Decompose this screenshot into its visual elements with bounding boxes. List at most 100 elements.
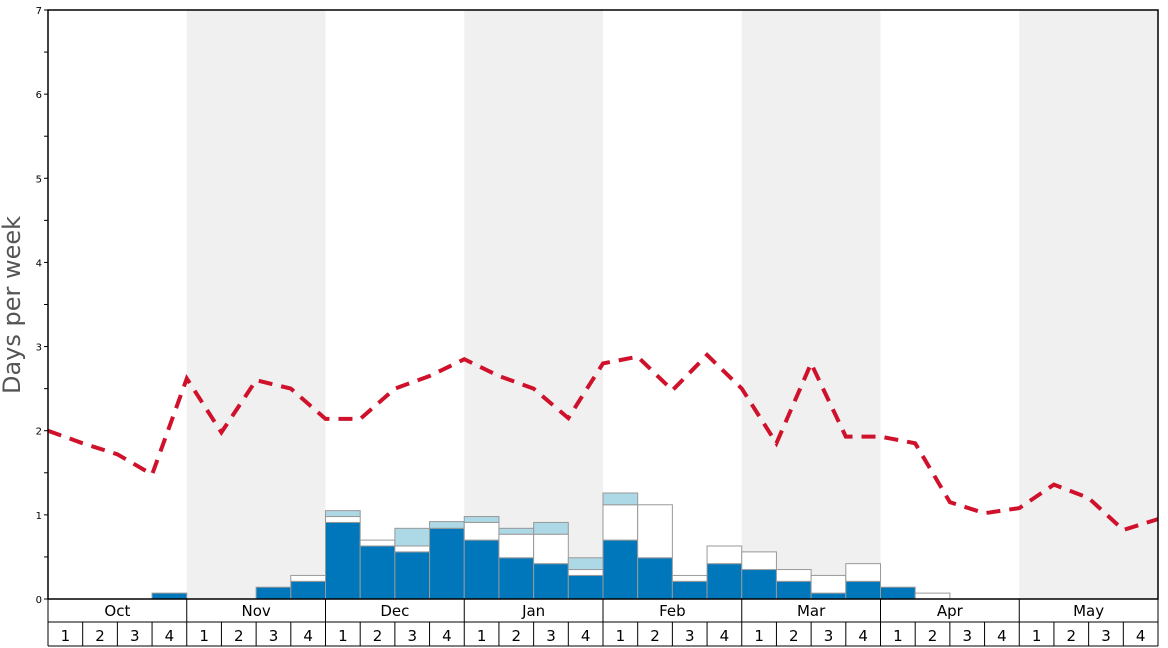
bar-white — [567, 569, 604, 576]
bar-white — [359, 539, 396, 547]
month-label-feb: Feb — [659, 602, 686, 620]
month-label-mar: Mar — [797, 602, 826, 620]
week-label: 3 — [546, 627, 556, 645]
y-tick-label: 3 — [36, 343, 42, 354]
y-tick-label: 0 — [36, 595, 42, 606]
month-shading — [186, 10, 1158, 599]
y-tick-label: 7 — [36, 6, 42, 17]
y-tick-label: 5 — [36, 174, 42, 185]
week-label: 1 — [616, 627, 626, 645]
week-label: 3 — [1101, 627, 1111, 645]
week-label: 4 — [442, 627, 452, 645]
week-label: 2 — [512, 627, 522, 645]
week-label: 4 — [165, 627, 175, 645]
y-tick-label: 6 — [36, 90, 42, 101]
bar-light — [463, 516, 500, 523]
bar-dark — [394, 551, 431, 600]
bar-light — [602, 492, 639, 506]
week-label: 1 — [1032, 627, 1042, 645]
bar-dark — [637, 557, 673, 600]
week-label: 2 — [234, 627, 244, 645]
week-label: 1 — [754, 627, 764, 645]
bar-light — [498, 527, 535, 535]
bars — [151, 492, 951, 600]
week-label: 4 — [858, 627, 868, 645]
bar-white — [602, 504, 639, 541]
month-shade-may — [1019, 10, 1158, 599]
bar-white — [498, 533, 535, 559]
bar-dark — [325, 521, 361, 600]
bar-white — [775, 569, 812, 582]
bar-white — [741, 551, 777, 571]
x-axis: Oct Nov Dec Jan Feb Mar Apr May 1 2 3 4 1 2 3 4 1 2 3 4 1 2 3 4… — [47, 598, 1159, 647]
y-tick-label: 2 — [36, 427, 42, 438]
month-label-apr: Apr — [937, 602, 964, 620]
bar-dark — [151, 592, 188, 600]
bar-white — [463, 521, 500, 541]
week-label: 4 — [303, 627, 313, 645]
week-label: 3 — [962, 627, 972, 645]
month-label-nov: Nov — [241, 602, 270, 620]
bar-dark — [533, 563, 569, 600]
y-tick-label: 1 — [36, 511, 42, 522]
bar-white — [671, 574, 708, 582]
month-label-may: May — [1073, 602, 1104, 620]
bar-light — [429, 521, 465, 529]
bar-dark — [290, 580, 326, 600]
month-label-jan: Jan — [521, 602, 545, 620]
bar-dark — [255, 586, 292, 600]
week-label: 4 — [1136, 627, 1146, 645]
bar-dark — [775, 580, 812, 600]
month-shade-jan — [464, 10, 603, 599]
bar-dark — [845, 580, 881, 600]
week-label: 2 — [1067, 627, 1077, 645]
week-label: 3 — [824, 627, 834, 645]
bar-dark — [671, 580, 708, 600]
week-label: 4 — [997, 627, 1007, 645]
week-label: 1 — [893, 627, 903, 645]
week-label: 3 — [130, 627, 140, 645]
bar-white — [637, 504, 673, 559]
bar-dark — [463, 539, 500, 600]
bar-white — [810, 574, 847, 594]
week-label: 1 — [338, 627, 348, 645]
week-label: 3 — [269, 627, 279, 645]
week-label: 2 — [373, 627, 383, 645]
bar-dark — [429, 527, 465, 600]
bar-white — [706, 545, 743, 565]
bar-white — [533, 533, 569, 565]
week-label: 2 — [789, 627, 799, 645]
bar-dark — [706, 563, 743, 600]
week-label: 3 — [685, 627, 695, 645]
bar-dark — [741, 569, 777, 600]
bar-dark — [810, 592, 847, 600]
month-label-dec: Dec — [380, 602, 409, 620]
bar-white — [394, 545, 431, 553]
bar-white — [325, 516, 361, 523]
week-label: 1 — [477, 627, 487, 645]
bar-light — [533, 521, 569, 535]
bar-dark — [498, 557, 535, 600]
trend-line — [47, 352, 1159, 533]
week-label: 1 — [199, 627, 209, 645]
month-label-oct: Oct — [104, 602, 130, 620]
week-label: 2 — [928, 627, 938, 645]
trend-line-layer — [47, 352, 1159, 533]
bar-white — [290, 574, 326, 582]
week-label: 4 — [581, 627, 591, 645]
y-tick-label: 4 — [36, 258, 42, 269]
bar-light — [567, 557, 604, 571]
bar-dark — [359, 545, 396, 600]
bar-white — [914, 592, 951, 600]
bar-white — [845, 563, 881, 582]
bar-light — [394, 527, 431, 547]
week-label: 2 — [650, 627, 660, 645]
y-axis: 0 1 2 3 4 5 6 7 — [36, 6, 48, 606]
bar-dark — [567, 574, 604, 600]
week-label: 2 — [95, 627, 105, 645]
bar-dark — [880, 586, 916, 600]
bar-light — [325, 510, 361, 518]
week-label: 4 — [720, 627, 730, 645]
week-label: 1 — [61, 627, 71, 645]
